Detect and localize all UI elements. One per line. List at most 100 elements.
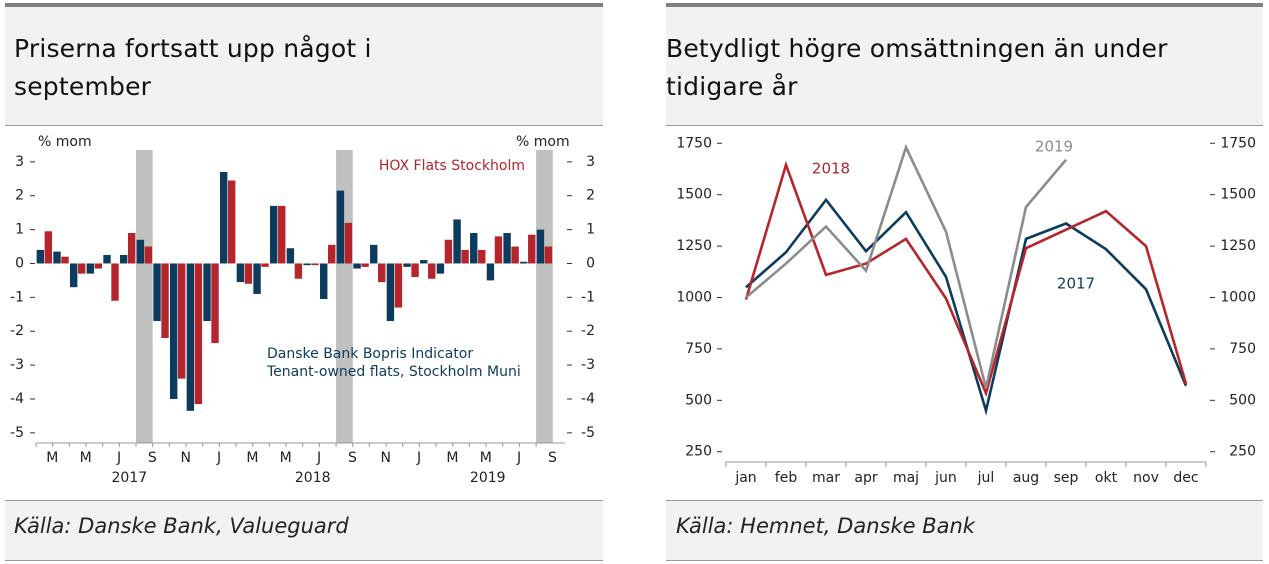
source: Källa: Hemnet, Danske Bank [676,514,975,538]
x-tick-label: okt [1095,470,1118,486]
x-tick-label: feb [775,470,798,486]
bar [394,263,403,308]
y-tick-label: 1 [15,222,24,238]
y-tick-label: 1250 [676,238,712,254]
y-tick-label: 250 [685,444,712,460]
year-label: 2018 [295,470,331,486]
bar [328,244,336,264]
x-tick-label: N [180,450,190,466]
bar [428,263,436,279]
source-bg [5,500,603,560]
y-tick-label: 3 [15,154,24,170]
y2-tick-label: 500 [1229,392,1256,408]
x-tick-label: jul [977,470,995,486]
bar [236,263,245,283]
bar [77,263,86,274]
x-tick-label: nov [1133,470,1159,486]
series-label: Danske Bank Bopris Indicator [267,346,473,362]
bar [453,219,461,264]
bar [336,190,345,264]
bar [503,232,511,264]
year-label: 2017 [112,470,148,486]
y2-tick-label: -5 [581,425,595,441]
bar [194,263,203,405]
y-tick-label: -4 [10,391,24,407]
bar [520,261,528,264]
bar [361,263,369,267]
y-tick-label: -3 [10,357,24,373]
y2-tick-label: 1 [586,222,595,238]
y2-tick-label: 750 [1229,341,1256,357]
bar [544,246,553,264]
bar [203,263,211,322]
panel-right [666,3,1263,561]
y2-tick-label: -2 [581,323,595,339]
bar [69,263,78,288]
bar [403,263,411,267]
bar [320,263,328,300]
bar [353,263,361,269]
bar [169,263,178,399]
bar [53,251,61,264]
bar [177,263,186,379]
bar [494,236,503,264]
y2-tick-label: 3 [586,154,595,170]
title-bg [5,7,603,125]
title-bg [666,7,1263,125]
bar [36,249,45,264]
top-bar [666,3,1263,7]
bar [461,249,469,264]
bar [228,180,236,264]
x-tick-label: S [148,450,157,466]
bar [144,246,153,264]
bar [244,263,253,284]
x-tick-label: J [516,450,521,466]
bar [528,234,536,264]
bar [86,263,95,274]
series-label: 2017 [1057,275,1095,293]
y2-tick-label: 1500 [1220,187,1256,203]
bar [220,172,228,264]
bar [486,263,495,281]
y2-tick-label: 1000 [1220,290,1256,306]
x-tick-label: J [316,450,321,466]
y-tick-label: 1750 [676,135,712,151]
bar [478,249,486,264]
bar [536,229,545,264]
bar [286,248,295,264]
x-tick-label: M [446,450,458,466]
y2-tick-label: 0 [586,255,595,271]
x-tick-label: maj [893,470,919,486]
chart-title: Betydligt högre omsättningen än under ti… [666,34,1168,101]
bar [161,263,169,338]
line-series [745,143,1067,389]
series-label: HOX Flats Stockholm [379,158,525,174]
bar [470,232,478,264]
x-tick-label: jan [734,470,756,486]
bar [253,263,261,294]
bar [61,256,69,264]
bar [186,263,195,411]
x-tick-label: mar [812,470,840,486]
y2-tick-label: 1250 [1220,238,1256,254]
bar [420,260,428,264]
bar [386,263,395,322]
top-bar [5,3,603,7]
bar [294,263,303,279]
source: Källa: Danske Bank, Valueguard [14,514,349,538]
y-axis-label: % mom [38,134,92,150]
bar [211,263,219,344]
bar [136,239,145,264]
y-tick-label: 1500 [676,187,712,203]
bar [44,231,53,264]
line-series [744,160,1188,398]
y-tick-label: 1000 [676,290,712,306]
source-bg [666,500,1263,560]
y-tick-label: -2 [10,323,24,339]
bar [378,263,386,283]
highlight-band [136,150,153,443]
bar [344,222,353,264]
x-tick-label: S [548,450,557,466]
